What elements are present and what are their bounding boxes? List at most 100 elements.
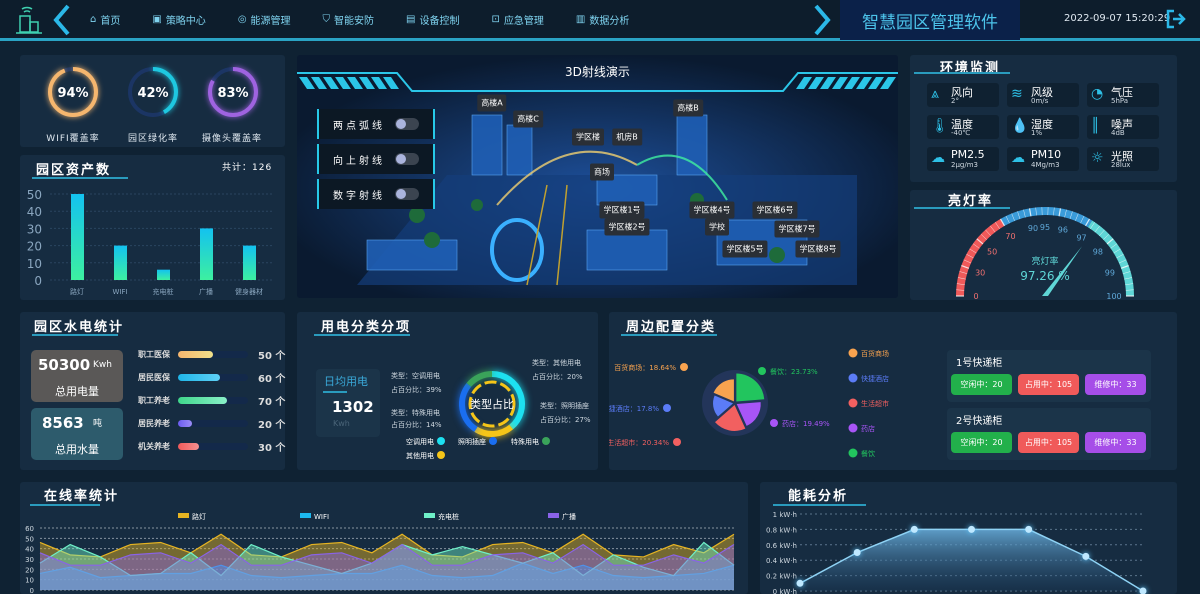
bar-count: 30 个 bbox=[258, 443, 286, 454]
area-路灯 bbox=[40, 534, 734, 590]
gauge-tick bbox=[1075, 213, 1079, 221]
gauge-tick bbox=[1125, 283, 1134, 285]
env-name: 风向 bbox=[951, 86, 973, 99]
express-locker-card[interactable]: 1号快递柜空闲中：20 占用中：105 维修中：33 bbox=[947, 350, 1151, 402]
building-label[interactable]: 高楼A bbox=[477, 94, 507, 112]
free-status-chip[interactable]: 空闲中：20 bbox=[951, 374, 1012, 395]
legend-dot bbox=[848, 348, 858, 358]
building-label[interactable]: 学区楼6号 bbox=[752, 201, 798, 219]
used-status-chip[interactable]: 占用中：105 bbox=[1018, 432, 1079, 453]
building-label[interactable]: 高楼C bbox=[513, 110, 543, 128]
bar-count: 60 个 bbox=[258, 374, 286, 385]
nav-item-3[interactable]: ⛉ 智能安防 bbox=[323, 12, 375, 27]
bar-count: 20 个 bbox=[258, 420, 286, 431]
slice-type-label: 类型：其他用电 bbox=[532, 358, 581, 367]
legend-dot bbox=[848, 423, 858, 433]
free-status-chip[interactable]: 空闲中：20 bbox=[951, 432, 1012, 453]
gauge-tick bbox=[1103, 233, 1110, 240]
light-rate-panel: 亮灯率 0 30 50 70 90 95 96 97 98 99 100 亮灯率 97.26 % bbox=[910, 190, 1177, 300]
legend-dot bbox=[848, 373, 858, 383]
logout-icon[interactable] bbox=[1165, 8, 1187, 30]
gauge-tick bbox=[1011, 213, 1015, 221]
nav-next-chevron-icon[interactable] bbox=[812, 4, 832, 36]
legend-label: 空调用电 bbox=[406, 437, 434, 446]
env-item: ⩓ 风向 2° bbox=[927, 83, 999, 107]
building-label[interactable]: 学校 bbox=[705, 218, 729, 236]
repair-status-chip[interactable]: 维修中：33 bbox=[1085, 432, 1146, 453]
gauge-scale-label: 70 bbox=[1005, 232, 1015, 241]
building-label[interactable]: 机房B bbox=[612, 128, 642, 146]
x-tick-label: WIFI bbox=[112, 288, 127, 296]
device-icon: ▤ bbox=[406, 14, 416, 25]
building-label[interactable]: 学区楼 bbox=[572, 128, 604, 146]
legend-label: 药店 bbox=[861, 424, 875, 433]
building-label[interactable]: 商场 bbox=[590, 163, 614, 181]
pie-label: 百货商场：18.64% bbox=[614, 363, 676, 372]
used-status-chip[interactable]: 占用中：105 bbox=[1018, 374, 1079, 395]
toggle-switch[interactable] bbox=[395, 188, 419, 200]
legend-label: 其他用电 bbox=[406, 451, 434, 460]
online-rate-panel: 在线率统计 0 10 20 30 40 50 60 路灯 WIFI 充电桩 广播 bbox=[20, 482, 748, 594]
building-label[interactable]: 学区楼4号 bbox=[689, 201, 735, 219]
scene-title: 3D射线演示 bbox=[565, 65, 630, 79]
toggle-digital-ray[interactable]: 数字射线 bbox=[317, 179, 435, 209]
nav-item-5[interactable]: ⊡ 应急管理 bbox=[492, 12, 544, 27]
env-item: 💧 湿度 1% bbox=[1007, 115, 1079, 139]
env-item: ☁ PM2.5 2μg/m3 bbox=[927, 147, 999, 171]
nav-item-2[interactable]: ◎ 能源管理 bbox=[238, 12, 291, 27]
gauge-tick bbox=[1064, 209, 1067, 218]
building-label[interactable]: 学区楼8号 bbox=[795, 240, 841, 258]
env-name: 噪声 bbox=[1111, 118, 1133, 131]
slice-pct-label: 占百分比：27% bbox=[540, 415, 591, 424]
assets-bar-chart: 0 10 20 30 40 50 路灯 WIFI 充电桩 广播 健身器材 bbox=[27, 188, 272, 296]
y-tick-label: 0 kW·h bbox=[773, 588, 797, 594]
env-name: PM2.5 bbox=[951, 148, 985, 161]
energy-point bbox=[796, 579, 804, 587]
ring-progress bbox=[208, 67, 258, 117]
gauge-tick bbox=[1090, 222, 1095, 229]
repair-status-chip[interactable]: 维修中：33 bbox=[1085, 374, 1146, 395]
building-label[interactable]: 学区楼7号 bbox=[774, 220, 820, 238]
toggle-switch[interactable] bbox=[395, 153, 419, 165]
y-tick-label: 0 bbox=[30, 587, 34, 594]
panel-title: 周边配置分类 bbox=[626, 320, 717, 335]
toggle-arc-line[interactable]: 两点弧线 bbox=[317, 109, 435, 139]
light-rate-gauge: 0 30 50 70 90 95 96 97 98 99 100 bbox=[956, 207, 1134, 300]
divider bbox=[323, 391, 347, 393]
nav-item-0[interactable]: ⌂ 首页 bbox=[90, 12, 120, 27]
scene-3d-panel[interactable]: 3D射线演示 两点弧线 向上射线 数字射线 高楼A 高楼C 高楼B 学区楼 机房B 商场学… bbox=[297, 55, 898, 298]
nav-prev-chevron-icon[interactable] bbox=[52, 4, 72, 36]
building-label[interactable]: 学区楼5号 bbox=[722, 240, 768, 258]
nav-item-1[interactable]: ▣ 策略中心 bbox=[152, 12, 205, 27]
legend-label: 快捷酒店 bbox=[861, 374, 889, 383]
building-label[interactable]: 学区楼2号 bbox=[604, 218, 650, 236]
x-tick-label: 充电桩 bbox=[153, 287, 174, 296]
shield-icon: ⛉ bbox=[322, 14, 331, 25]
express-locker-card[interactable]: 2号快递柜 空闲中：20 占用中：105 维修中：33 bbox=[947, 408, 1151, 460]
pie-slice-快捷酒店 bbox=[713, 395, 734, 417]
coverage-rings: 94% 42% 83% bbox=[48, 67, 258, 117]
env-name: 光照 bbox=[1111, 150, 1133, 163]
toggle-upward-ray[interactable]: 向上射线 bbox=[317, 144, 435, 174]
slice-pct-label: 占百分比：20% bbox=[532, 372, 583, 381]
locker-name: 1号快递柜 bbox=[956, 358, 1003, 369]
nav-item-4[interactable]: ▤ 设备控制 bbox=[406, 12, 459, 27]
nav-item-6[interactable]: ▥ 数据分析 bbox=[576, 12, 629, 27]
bar-label: 机关养老 bbox=[138, 442, 170, 451]
building-label[interactable]: 高楼B bbox=[673, 99, 703, 117]
y-tick-label: 0.4 kW·h bbox=[766, 557, 797, 565]
power-label: 总用电量 bbox=[55, 385, 99, 398]
bar-fill bbox=[178, 374, 220, 381]
env-value: 4dB bbox=[1111, 129, 1125, 137]
building-label[interactable]: 学区楼1号 bbox=[599, 201, 645, 219]
toggle-switch[interactable] bbox=[395, 118, 419, 130]
total-water-card: 8563 吨 总用水量 bbox=[31, 408, 123, 460]
power-unit: Kwh bbox=[93, 360, 112, 370]
inner-ring bbox=[468, 380, 516, 428]
legend-dot bbox=[848, 448, 858, 458]
y-tick-label: 10 bbox=[25, 577, 34, 585]
env-item: 🌡 温度 -40℃ bbox=[927, 115, 999, 139]
gauge-scale-label: 90 bbox=[1028, 224, 1038, 233]
y-tick-label: 40 bbox=[27, 205, 42, 219]
sun-icon: ☼ bbox=[1091, 150, 1104, 166]
